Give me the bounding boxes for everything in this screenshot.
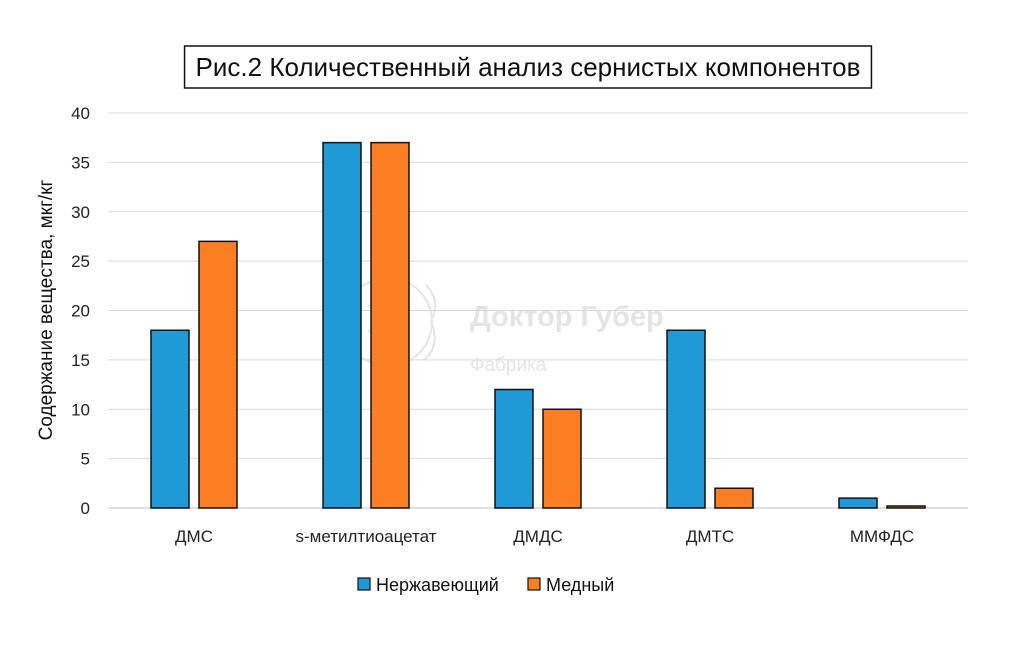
bar-series1 (494, 388, 534, 509)
y-tick-label: 20 (71, 302, 90, 321)
y-tick-label: 30 (71, 203, 90, 222)
y-tick-label: 15 (71, 351, 90, 370)
y-tick-label: 35 (71, 153, 90, 172)
bar-series2 (886, 505, 926, 509)
legend: Нержавеющий Медный (357, 575, 614, 595)
bar-series2 (370, 141, 410, 509)
watermark-name: Доктор Губер (470, 301, 664, 333)
legend-swatch-series1 (357, 577, 371, 591)
bar-series1 (838, 497, 878, 509)
y-tick-label: 10 (71, 400, 90, 419)
x-category-label: ДМДС (513, 527, 562, 546)
watermark: Доктор Губер Фабрика (340, 270, 664, 378)
y-axis-label: Содержание вещества, мкг/кг (36, 180, 57, 441)
x-category-label: ДМС (175, 527, 213, 546)
x-category-label: s-метилтиоацетат (295, 527, 436, 546)
watermark-sub: Фабрика (470, 355, 547, 376)
bar-series2 (542, 408, 582, 509)
bars (150, 141, 926, 509)
x-category-label: ДМТС (686, 527, 734, 546)
legend-swatch-series2 (527, 577, 541, 591)
x-category-label: ММФДС (850, 527, 914, 546)
chart-title: Рис.2 Количественный анализ сернистых ко… (196, 52, 861, 82)
gridlines (108, 112, 968, 509)
bar-series2 (714, 487, 754, 509)
y-tick-label: 40 (71, 104, 90, 123)
legend-label-series1: Нержавеющий (376, 575, 499, 595)
bar-series1 (666, 329, 706, 509)
x-axis-categories: ДМС s-метилтиоацетат ДМДС ДМТС ММФДС (175, 527, 914, 546)
y-tick-label: 5 (81, 450, 90, 469)
bar-series1 (322, 141, 362, 509)
bar-series1 (150, 329, 190, 509)
y-axis-ticks: 0 5 10 15 20 25 30 35 40 (71, 104, 90, 518)
legend-label-series2: Медный (546, 575, 614, 595)
y-tick-label: 0 (81, 499, 90, 518)
y-tick-label: 25 (71, 252, 90, 271)
bar-series2 (198, 240, 238, 509)
chart-title-box: Рис.2 Количественный анализ сернистых ко… (183, 45, 873, 89)
